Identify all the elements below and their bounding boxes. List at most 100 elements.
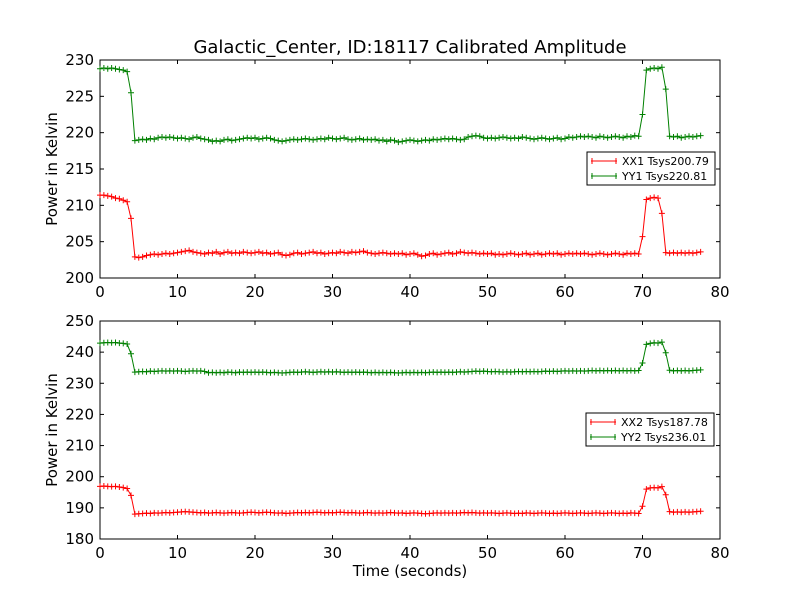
data-point [627, 134, 634, 141]
data-point [174, 135, 181, 142]
data-point [434, 251, 441, 258]
data-point [356, 135, 363, 142]
data-point [480, 250, 487, 257]
data-point [97, 65, 103, 72]
data-point [655, 195, 661, 202]
data-point [511, 251, 518, 258]
data-point [678, 134, 685, 141]
data-point [209, 138, 216, 145]
data-point [379, 136, 386, 143]
legend-box [586, 151, 716, 186]
data-point [554, 250, 561, 257]
y-tick-label: 210 [65, 437, 94, 455]
data-point [221, 136, 227, 143]
data-point [213, 248, 220, 255]
data-point [166, 134, 173, 141]
data-point [593, 251, 599, 258]
data-point [647, 340, 654, 347]
series-2 [97, 64, 704, 146]
data-point [519, 251, 526, 258]
data-point [217, 138, 224, 145]
data-point [193, 134, 200, 141]
data-point [453, 250, 460, 257]
data-point [643, 196, 650, 203]
data-point [407, 136, 413, 143]
data-point [434, 136, 441, 143]
x-tick-label: 20 [245, 544, 264, 562]
data-point [387, 251, 394, 258]
x-tick-label: 40 [400, 283, 419, 301]
data-point [410, 250, 417, 257]
data-point [317, 249, 324, 256]
data-point [686, 133, 692, 140]
data-point [252, 134, 258, 141]
data-point [345, 250, 351, 257]
data-point [155, 134, 162, 141]
data-point [372, 251, 379, 258]
data-point [240, 135, 247, 142]
x-tick-label: 0 [95, 544, 105, 562]
data-point [562, 135, 568, 142]
x-tick-label: 50 [478, 544, 497, 562]
data-point [376, 137, 382, 144]
legend-marker [590, 419, 616, 425]
data-point [585, 251, 592, 258]
data-point [503, 134, 510, 141]
data-point [476, 251, 483, 258]
data-point [651, 64, 658, 71]
data-point [108, 64, 115, 71]
data-point [135, 254, 142, 261]
data-point [201, 251, 208, 258]
data-point [608, 251, 615, 258]
data-point [577, 133, 584, 140]
data-point [221, 249, 227, 256]
data-point [120, 67, 127, 74]
data-point [267, 135, 274, 142]
data-point [197, 250, 204, 257]
data-point [116, 195, 123, 202]
data-point [631, 132, 638, 139]
data-point [596, 250, 603, 257]
data-point [639, 503, 646, 510]
data-point [581, 250, 588, 257]
data-point [120, 340, 127, 347]
data-point [546, 136, 553, 143]
data-point [147, 251, 154, 258]
y-axis-label: Power in Kelvin [43, 112, 61, 226]
data-point [399, 250, 406, 257]
legend-marker [591, 173, 617, 179]
data-point [360, 248, 367, 255]
data-point [391, 250, 398, 257]
data-point [658, 210, 665, 217]
data-point [298, 136, 305, 143]
data-point [124, 341, 131, 348]
data-point [112, 483, 119, 490]
data-point [534, 250, 541, 257]
data-point [469, 133, 475, 140]
data-point [693, 249, 700, 256]
data-point [531, 251, 537, 258]
data-point [217, 251, 224, 258]
data-point [224, 136, 231, 143]
data-point [686, 249, 692, 256]
x-tick-label: 50 [478, 283, 497, 301]
data-point [379, 249, 386, 256]
data-point [248, 250, 255, 257]
data-point [581, 134, 588, 141]
y-tick-label: 200 [65, 269, 94, 287]
data-point [527, 251, 534, 258]
data-point [426, 137, 433, 144]
data-point [294, 249, 301, 256]
legend-marker [591, 158, 617, 164]
x-tick-label: 70 [633, 544, 652, 562]
data-point [128, 89, 134, 96]
data-point [294, 136, 301, 143]
data-point [286, 251, 293, 258]
data-point [201, 368, 208, 375]
data-point [577, 251, 584, 258]
data-point [418, 253, 425, 260]
data-point [457, 248, 464, 255]
data-point [383, 250, 390, 257]
data-point [655, 340, 661, 347]
data-point [182, 248, 189, 255]
